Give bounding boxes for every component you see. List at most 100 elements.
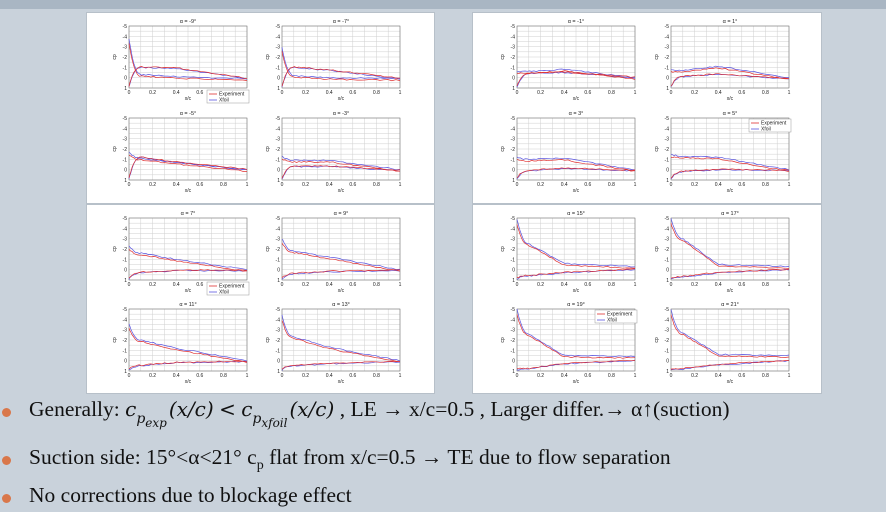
x-tick-label: 0.4 — [173, 90, 180, 96]
y-tick-label: 1 — [277, 278, 280, 284]
experiment-upper-line — [281, 320, 401, 363]
y-tick-label: -3 — [511, 237, 516, 243]
y-tick-label: -4 — [276, 226, 281, 232]
plot-title: α = 3° — [569, 111, 584, 117]
x-tick-label: 1 — [399, 373, 402, 379]
x-axis-label: x/c — [185, 288, 192, 294]
y-tick-label: -5 — [511, 216, 516, 222]
legend-xfoil-label: Xfoil — [219, 290, 229, 296]
bullet-text-3: No corrections due to blockage effect — [29, 483, 352, 507]
legend-box — [206, 281, 250, 296]
experiment-lower-line — [516, 359, 636, 370]
y-axis-label: cp — [112, 337, 118, 343]
x-tick-label: 0.6 — [196, 90, 203, 96]
x-tick-label: 0 — [670, 182, 673, 188]
plot-frame — [516, 308, 636, 372]
y-tick-label: -1 — [511, 348, 516, 354]
y-tick-label: -2 — [123, 247, 128, 253]
y-axis-label: cp — [112, 146, 118, 152]
y-tick-label: -2 — [276, 247, 281, 253]
plot-frame — [128, 308, 248, 372]
x-tick-label: 0.8 — [373, 182, 380, 188]
y-tick-label: 0 — [277, 268, 280, 274]
x-tick-label: 0 — [516, 373, 519, 379]
xfoil-lower-line — [670, 168, 790, 180]
x-tick-label: 1 — [788, 373, 791, 379]
y-tick-label: -1 — [276, 65, 281, 71]
plot-title: α = 11° — [179, 302, 196, 308]
experiment-upper-line — [281, 158, 400, 172]
y-tick-label: -1 — [511, 65, 516, 71]
x-tick-label: 0 — [670, 90, 673, 96]
x-tick-label: 1 — [788, 282, 791, 288]
plot-title: α = 9° — [334, 211, 349, 217]
y-tick-label: -4 — [123, 317, 128, 323]
y-tick-label: 1 — [666, 86, 669, 92]
x-tick-label: 0 — [670, 373, 673, 379]
y-tick-label: 0 — [512, 76, 515, 82]
y-tick-label: -5 — [123, 307, 128, 313]
plot-frame — [281, 117, 401, 181]
plot-title: α = -7° — [333, 19, 350, 25]
y-tick-label: 0 — [666, 76, 669, 82]
y-axis-label: cp — [654, 146, 660, 152]
plot-frame — [516, 117, 636, 181]
x-axis-label: x/c — [338, 96, 345, 102]
y-tick-label: -4 — [276, 126, 281, 132]
x-axis-label: x/c — [338, 188, 345, 194]
bullet-text-1: Generally: cpexp(x/c) < cpxfoil(x/c) , L… — [29, 397, 729, 430]
x-tick-label: 0.4 — [173, 373, 180, 379]
y-tick-label: -3 — [665, 137, 670, 143]
x-tick-label: 0.4 — [715, 282, 722, 288]
experiment-upper-line — [670, 67, 790, 80]
y-tick-label: -5 — [665, 307, 670, 313]
cp-exp-arg: (x/c) — [168, 397, 214, 421]
plot-frame — [281, 217, 401, 281]
y-tick-label: -3 — [276, 45, 281, 51]
y-tick-label: -2 — [665, 247, 670, 253]
experiment-lower-line — [281, 66, 400, 87]
y-axis-label: cp — [112, 54, 118, 60]
experiment-upper-line — [128, 248, 248, 272]
y-tick-label: -3 — [511, 45, 516, 51]
legend-xfoil-label: Xfoil — [219, 98, 229, 104]
y-tick-label: 1 — [666, 369, 669, 375]
x-tick-label: 0.6 — [349, 90, 356, 96]
y-tick-label: 1 — [512, 278, 515, 284]
y-tick-label: -1 — [123, 65, 128, 71]
y-tick-label: -1 — [511, 257, 516, 263]
y-tick-label: -4 — [276, 34, 281, 40]
x-tick-label: 1 — [634, 282, 637, 288]
x-tick-label: 0.6 — [349, 282, 356, 288]
x-tick-label: 0.2 — [302, 90, 309, 96]
cp-p: p — [136, 411, 146, 427]
cp-c2: c — [241, 397, 253, 421]
y-tick-label: -5 — [511, 116, 516, 122]
y-tick-label: -5 — [123, 116, 128, 122]
x-tick-label: 0.8 — [373, 373, 380, 379]
x-axis-label: x/c — [338, 379, 345, 385]
y-tick-label: -4 — [276, 317, 281, 323]
x-tick-label: 0.4 — [561, 90, 568, 96]
y-tick-label: -3 — [511, 137, 516, 143]
xfoil-upper-line — [670, 218, 790, 268]
y-axis-label: cp — [265, 337, 271, 343]
legend-box — [748, 118, 792, 133]
x-tick-label: 0 — [516, 90, 519, 96]
y-tick-label: -5 — [276, 216, 281, 222]
x-tick-label: 0 — [281, 182, 284, 188]
y-tick-label: 0 — [666, 268, 669, 274]
y-tick-label: -5 — [276, 307, 281, 313]
bullet-2-prefix: Suction side: 15°<α<21° c — [29, 445, 257, 469]
x-tick-label: 0.6 — [196, 282, 203, 288]
y-tick-label: -4 — [665, 126, 670, 132]
y-tick-label: 1 — [512, 86, 515, 92]
y-tick-label: 0 — [512, 359, 515, 365]
x-axis-label: x/c — [727, 188, 734, 194]
y-tick-label: -2 — [123, 338, 128, 344]
x-tick-label: 0.6 — [738, 182, 745, 188]
y-tick-label: 1 — [124, 86, 127, 92]
xfoil-upper-line — [281, 47, 401, 80]
x-axis-label: x/c — [185, 379, 192, 385]
y-tick-label: -5 — [276, 116, 281, 122]
